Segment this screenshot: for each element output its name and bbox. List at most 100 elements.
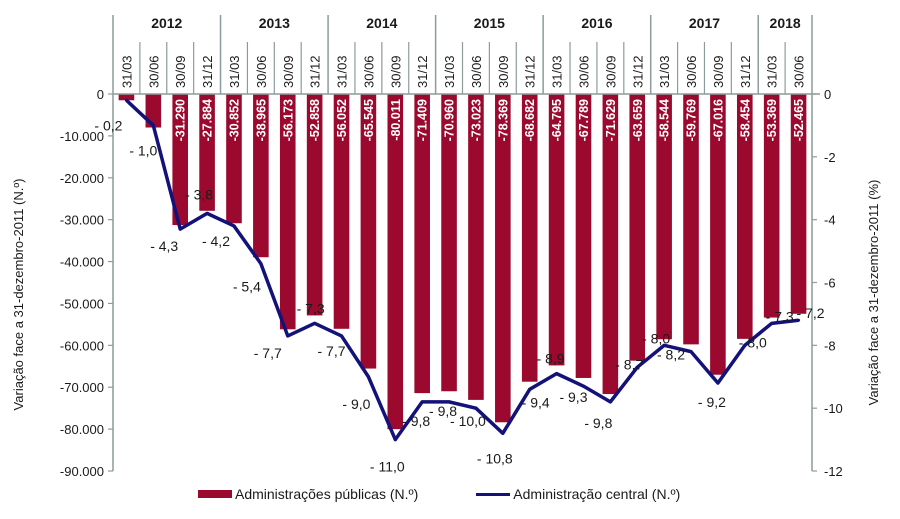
line-value-label: - 1,0 — [129, 142, 157, 158]
legend-item-line: Administração central (N.º) — [476, 486, 680, 502]
year-label: 2012 — [151, 15, 182, 31]
line-point — [528, 387, 532, 391]
bar-value-label: -64.795 — [550, 99, 564, 141]
line-point — [286, 334, 290, 338]
line-point — [689, 350, 693, 354]
bar-value-label: -67.016 — [711, 99, 725, 141]
y-tick-label-right: -12 — [824, 464, 843, 479]
bar — [548, 94, 565, 366]
line-value-label: - 9,8 — [584, 415, 612, 431]
legend-swatch-line — [476, 492, 511, 496]
y-tick-label-left: -30.000 — [60, 213, 104, 228]
bar-value-label: -71.629 — [604, 99, 618, 141]
y-tick-label-right: -4 — [824, 213, 836, 228]
bar-value-label: -65.545 — [362, 99, 376, 141]
bar-value-label: -27.884 — [201, 99, 215, 141]
y-tick-label-left: -80.000 — [60, 422, 104, 437]
year-label: 2017 — [689, 15, 720, 31]
line-series — [125, 99, 799, 442]
line-value-label: - 9,0 — [342, 396, 370, 412]
bar — [710, 94, 726, 375]
line-value-label: - 0,2 — [94, 117, 122, 133]
bar — [790, 94, 807, 314]
x-tick-label: 30/06 — [146, 55, 161, 88]
x-tick-label: 31/03 — [227, 55, 242, 88]
y-tick-label-left: 0 — [97, 87, 104, 102]
line-point — [797, 318, 801, 322]
y-tick-label-left: -10.000 — [60, 129, 104, 144]
x-tick-label: 31/03 — [765, 55, 780, 88]
line-point — [340, 334, 344, 338]
bar — [199, 94, 215, 211]
line-point — [205, 211, 209, 215]
bar-value-label: -67.789 — [577, 99, 591, 141]
x-tick-label: 30/09 — [711, 55, 726, 88]
bar — [414, 94, 430, 394]
bar — [387, 94, 404, 430]
line-point — [151, 123, 155, 127]
line-value-label: - 9,4 — [522, 394, 550, 410]
line-point — [313, 321, 317, 325]
line-value-label: - 9,2 — [698, 394, 726, 410]
bar-value-label: -68.682 — [523, 99, 537, 141]
bar-value-label: -56.173 — [281, 99, 295, 141]
legend-label-line: Administração central (N.º) — [513, 486, 681, 502]
line-value-label: - 8,7 — [615, 356, 643, 372]
x-tick-label: 31/03 — [442, 55, 457, 88]
bar — [763, 94, 780, 318]
line-point — [178, 227, 182, 231]
line-point — [501, 431, 505, 435]
bar — [683, 94, 699, 345]
line-value-label: - 8,0 — [642, 330, 670, 346]
bar-value-label: -71.409 — [416, 99, 430, 141]
x-tick-label: 30/09 — [173, 55, 188, 88]
bar — [145, 94, 162, 128]
year-label: 2013 — [259, 15, 290, 31]
bar-value-label: -31.290 — [174, 99, 188, 141]
x-tick-label: 30/09 — [388, 55, 403, 88]
line-point — [366, 375, 370, 379]
y-tick-label-left: -20.000 — [60, 171, 104, 186]
line-value-label: - 11,0 — [370, 459, 405, 475]
line-value-label: - 7,3 — [297, 300, 325, 316]
line-value-label: - 4,3 — [150, 238, 178, 254]
bar — [360, 94, 377, 369]
x-tick-label: 31/12 — [523, 55, 538, 88]
bar-value-label: -63.659 — [631, 99, 645, 141]
bar — [656, 94, 672, 340]
line-value-label: - 9,8 — [429, 403, 457, 419]
x-tick-label: 30/06 — [361, 55, 376, 88]
year-label: 2016 — [581, 15, 612, 31]
bar-value-label: -80.011 — [389, 99, 403, 141]
line-point — [124, 98, 128, 102]
x-tick-label: 30/06 — [254, 55, 269, 88]
x-tick-label: 31/03 — [550, 55, 565, 88]
y-tick-label-left: -60.000 — [60, 338, 104, 353]
x-tick-label: 30/09 — [281, 55, 296, 88]
year-label: 2015 — [474, 15, 505, 31]
bar-value-label: -38.965 — [254, 99, 268, 141]
bar-value-label: -52.858 — [308, 99, 322, 141]
bar — [172, 94, 189, 226]
line-point — [393, 438, 397, 442]
bar — [306, 94, 323, 316]
line-point — [743, 343, 747, 347]
x-tick-label: 31/12 — [308, 55, 323, 88]
line-value-label: - 3,8 — [185, 186, 213, 202]
bar — [468, 94, 484, 400]
line-value-label: - 5,4 — [233, 279, 261, 295]
x-tick-label: 30/06 — [792, 55, 807, 88]
line-value-label: - 7,3 — [766, 308, 794, 324]
line-value-label: - 7,7 — [254, 345, 282, 361]
legend-label-bars: Administrações públicas (N.º) — [235, 486, 419, 502]
line-value-label: - 10,0 — [450, 413, 486, 429]
line-point — [259, 262, 263, 266]
x-tick-label: 31/03 — [335, 55, 350, 88]
y-tick-label-right: -2 — [824, 150, 836, 165]
bar-value-label: -56.052 — [335, 99, 349, 141]
x-tick-label: 30/09 — [496, 55, 511, 88]
bar — [736, 94, 753, 339]
bar — [333, 94, 350, 329]
line-value-label: - 8,0 — [739, 334, 767, 350]
line-point — [232, 224, 236, 228]
